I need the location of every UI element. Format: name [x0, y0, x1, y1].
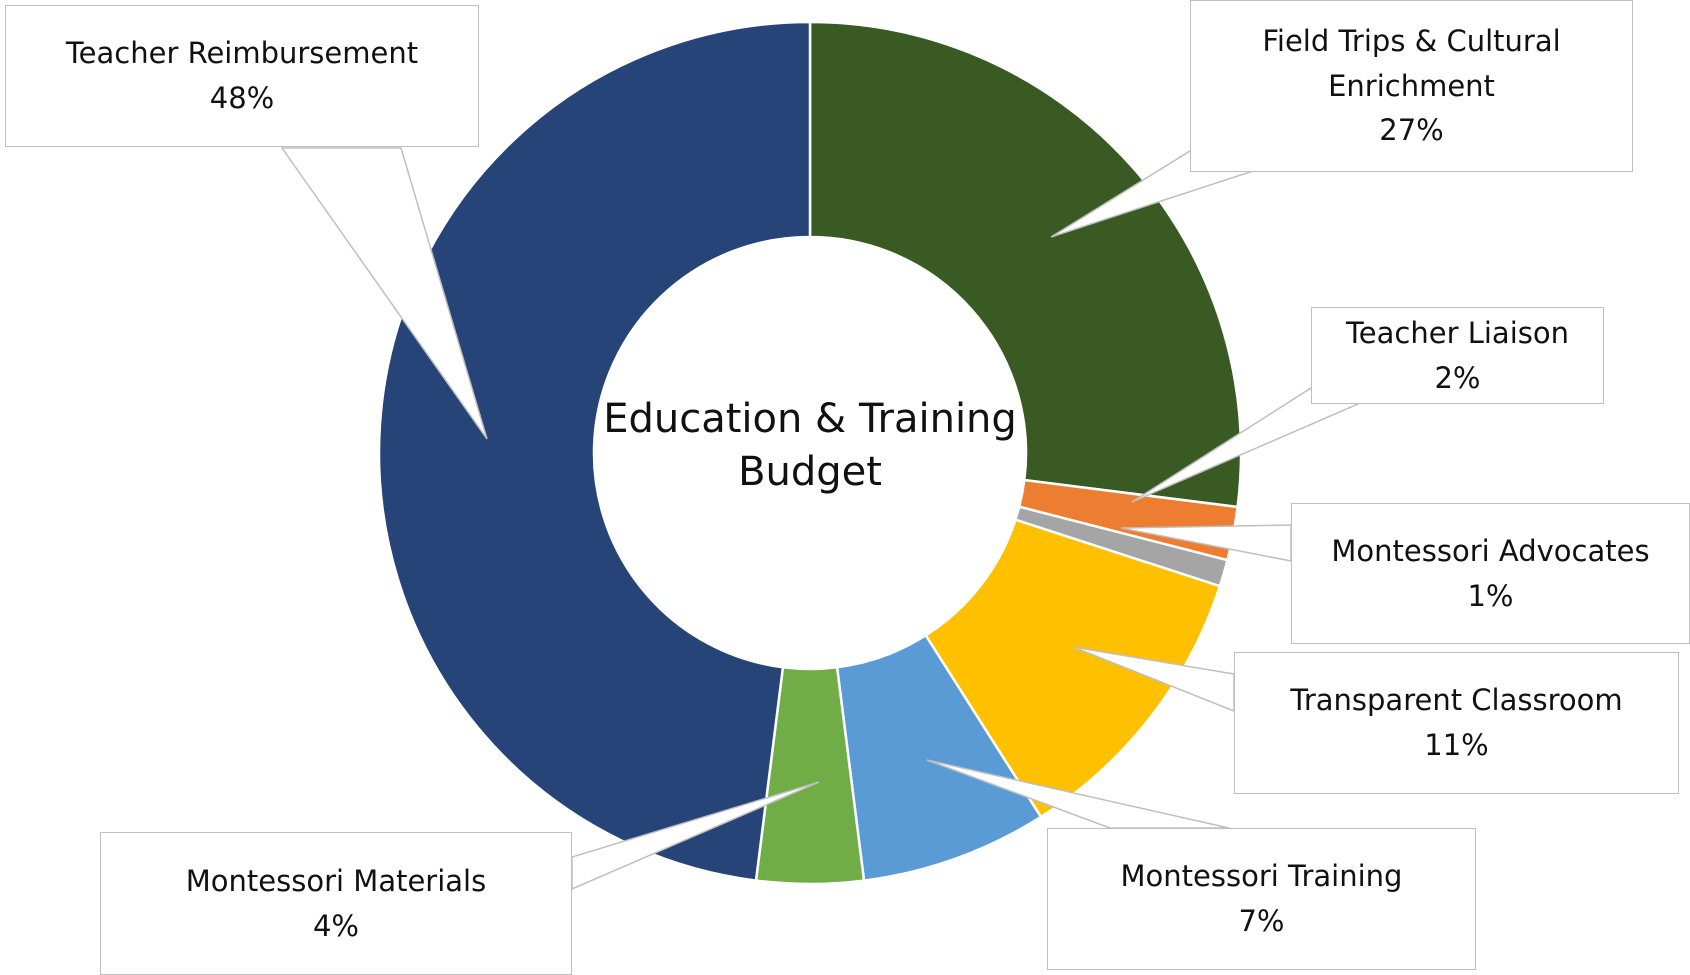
- data-label-box: Montessori Training 7%: [1047, 828, 1476, 970]
- data-label-value: 1%: [1467, 578, 1514, 613]
- data-label-box: Teacher Liaison 2%: [1311, 307, 1604, 404]
- data-label-name: Teacher Reimbursement: [65, 36, 419, 71]
- data-label-name: Transparent Classroom: [1290, 683, 1623, 718]
- data-label-value: 48%: [209, 81, 275, 115]
- data-label-value: 27%: [1379, 113, 1444, 148]
- callout-pointer: [571, 781, 820, 891]
- data-label-value: 7%: [1238, 904, 1285, 938]
- data-label-name: Montessori Advocates: [1331, 533, 1650, 568]
- data-label-name: Teacher Liaison: [1346, 315, 1569, 350]
- data-label-value: 2%: [1434, 360, 1481, 395]
- chart-title: Education & Training Budget: [603, 396, 1017, 495]
- data-label-name: Montessori Training: [1120, 859, 1403, 894]
- callout-pointer: [280, 147, 488, 440]
- data-label-box: Teacher Reimbursement 48%: [5, 5, 479, 147]
- data-label-box: Field Trips & Cultural Enrichment 27%: [1190, 0, 1633, 172]
- data-label-value: 11%: [1424, 728, 1489, 762]
- data-label-name: Montessori Materials: [185, 863, 487, 898]
- data-label-box: Transparent Classroom 11%: [1234, 652, 1679, 794]
- data-label-value: 4%: [312, 908, 359, 943]
- data-label-name: Field Trips & Cultural Enrichment: [1262, 23, 1561, 103]
- data-label-box: Montessori Advocates 1%: [1291, 503, 1690, 644]
- donut-segment: [924, 518, 1222, 819]
- donut-segment: [808, 20, 1243, 509]
- donut-segment: [377, 20, 812, 882]
- data-label-box: Montessori Materials 4%: [100, 832, 572, 975]
